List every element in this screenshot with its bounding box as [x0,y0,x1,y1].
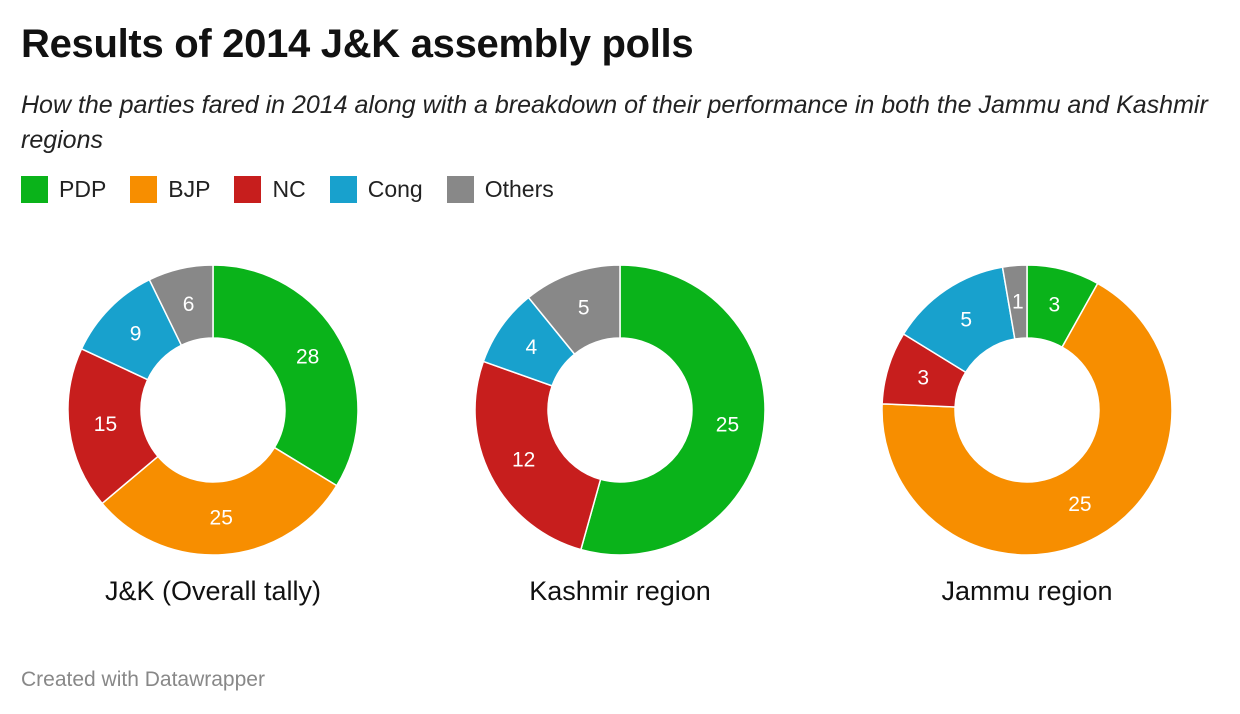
legend-item-nc: NC [234,176,306,203]
chart-title: Results of 2014 J&K assembly polls [21,22,694,66]
donut-title-jammu: Jammu region [941,576,1113,606]
slice-label-nc: 12 [512,448,535,471]
slice-label-pdp: 28 [296,345,319,368]
donut-slice-nc [474,360,602,551]
slice-label-pdp: 25 [716,413,739,436]
slice-label-cong: 9 [130,323,142,346]
donut-title-overall: J&K (Overall tally) [104,576,322,606]
legend-label-others: Others [484,176,554,202]
slice-label-bjp: 25 [210,507,233,530]
legend-item-cong: Cong [329,176,423,203]
legend-label-nc: NC [272,176,306,202]
donut-svg-overall: 28 25 15 9 6 [67,264,359,556]
legend-label-bjp: BJP [168,176,211,202]
donut-slice-bjp [101,446,338,556]
slice-label-cong: 4 [526,336,538,359]
slice-label-others: 6 [183,293,195,316]
legend-item-pdp: PDP [21,176,106,203]
slice-label-others: 5 [578,296,590,319]
donut-chart-overall: 28 25 15 9 6 J&K (Overall tally) [23,240,403,640]
donut-slice-others [527,264,621,356]
legend-swatch-pdp [21,176,48,203]
donut-slice-others [1001,264,1028,340]
donut-title-kashmir: Kashmir region [529,576,711,606]
legend: PDP BJP NC Cong Others [21,176,578,203]
donut-slice-pdp [579,264,766,556]
legend-label-cong: Cong [367,176,423,202]
donut-chart-kashmir: 25 12 4 5 Kashmir region [430,240,810,640]
slice-label-pdp: 3 [1048,294,1060,317]
legend-item-others: Others [446,176,554,203]
charts-area: 28 25 15 9 6 J&K (Overall tally) 25 12 4 5 Kash… [0,240,1240,640]
legend-swatch-others [446,176,474,203]
chart-subtitle: How the parties fared in 2014 along with… [21,91,1208,154]
donut-svg-kashmir: 25 12 4 5 [474,264,766,556]
donut-slice-pdp [212,264,359,487]
donut-slice-others [148,264,214,347]
donut-slice-bjp [881,282,1173,556]
donut-slice-nc [67,347,159,505]
slice-label-nc: 15 [94,413,117,436]
legend-label-pdp: PDP [59,176,107,202]
donut-svg-jammu: 3 25 3 5 1 [881,264,1173,556]
slice-label-bjp: 25 [1068,493,1091,516]
donut-chart-jammu: 3 25 3 5 1 Jammu region [837,240,1217,640]
footer-credit: Created with Datawrapper [21,668,265,691]
slice-label-others: 1 [1012,290,1024,313]
legend-item-bjp: BJP [130,176,210,203]
legend-swatch-cong [329,176,357,203]
slice-label-cong: 5 [960,309,972,332]
legend-swatch-bjp [130,176,158,203]
slice-label-nc: 3 [917,367,929,390]
legend-swatch-nc [234,176,262,203]
